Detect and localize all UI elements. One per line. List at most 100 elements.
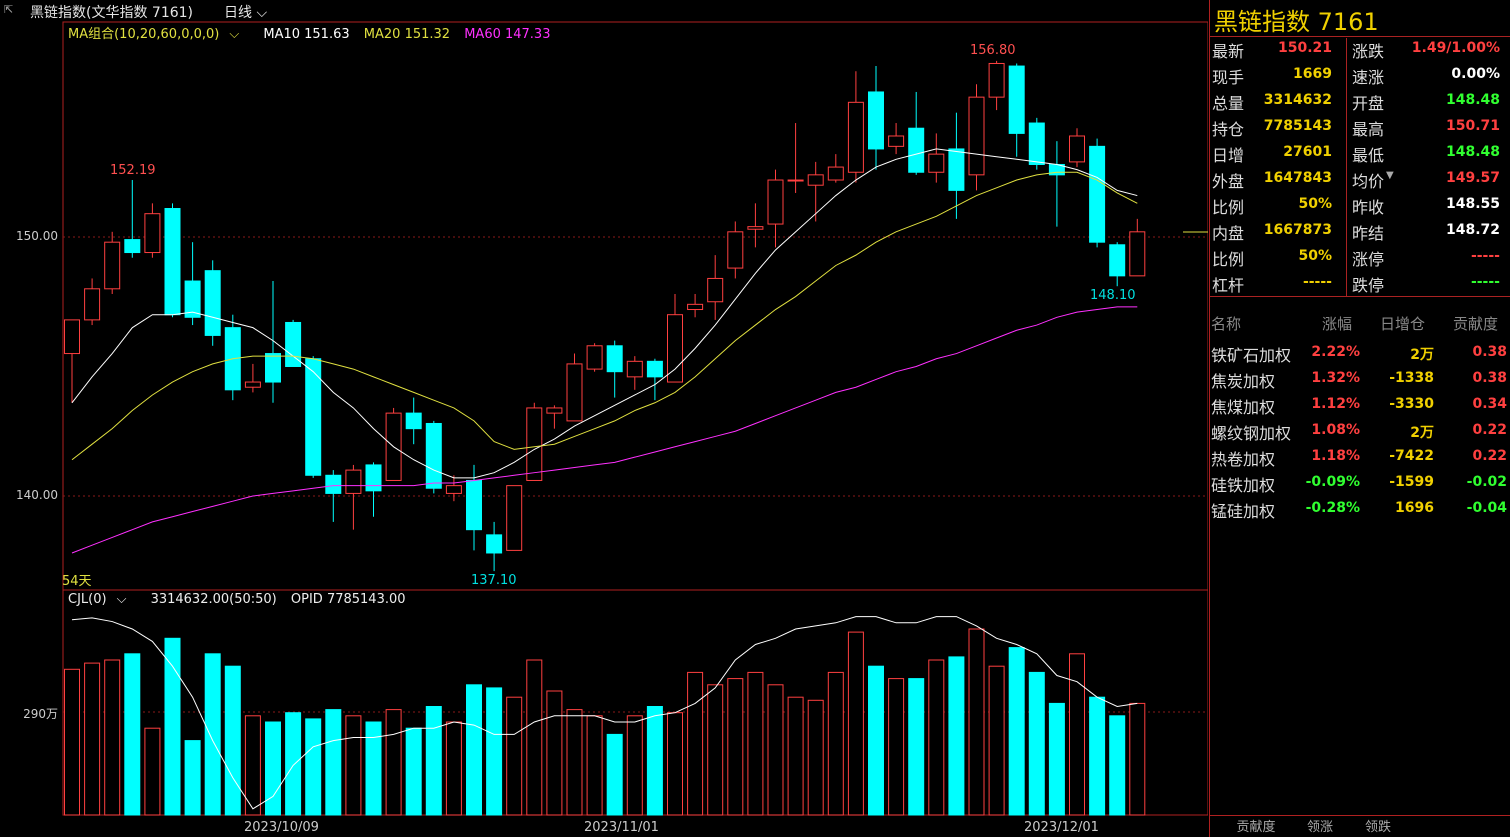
candle-body — [526, 407, 543, 481]
candle-body — [747, 226, 764, 230]
ma-legend: MA组合(10,20,60,0,0,0) ⌵ MA10 151.63 MA20 1… — [68, 23, 560, 42]
contrib-name[interactable]: 硅铁加权 — [1211, 476, 1276, 495]
volume-bar — [566, 709, 583, 816]
quote-right-value: 1.49/1.00% — [1411, 40, 1500, 56]
quote-left-value: 150.21 — [1277, 40, 1332, 56]
low-annotation-1: 137.10 — [471, 573, 517, 588]
volume-bar — [667, 712, 683, 816]
candle-body — [928, 153, 945, 173]
volume-bar — [646, 706, 663, 816]
volume-bar — [526, 659, 543, 816]
volume-bar — [787, 696, 804, 816]
quote-panel — [1209, 0, 1510, 837]
contrib-value: 0.22 — [1472, 448, 1507, 464]
candle-body — [767, 179, 784, 225]
contrib-name[interactable]: 螺纹钢加权 — [1211, 424, 1292, 443]
candle-body — [84, 288, 101, 321]
candle-body — [345, 469, 362, 494]
volume-bar — [747, 671, 764, 816]
quote-divider-top — [1209, 36, 1510, 37]
candle-body — [104, 241, 121, 290]
volume-bar — [707, 684, 724, 816]
tab-contribution[interactable]: 贡献度 — [1236, 820, 1276, 835]
candle-body — [988, 62, 1005, 98]
contrib-value: 1696 — [1395, 500, 1434, 516]
contrib-value: 1.12% — [1311, 396, 1360, 412]
quote-left-value: 3314632 — [1263, 92, 1332, 108]
tab-divider — [1209, 815, 1510, 816]
contrib-value: -0.28% — [1305, 500, 1360, 516]
days-label: 54天 — [62, 574, 92, 589]
ma-group-selector[interactable]: MA组合(10,20,60,0,0,0) ⌵ — [68, 27, 249, 42]
contrib-name[interactable]: 焦煤加权 — [1211, 398, 1276, 417]
ma60-label: MA60 147.33 — [464, 27, 551, 42]
expand-icon[interactable]: ⇱ — [4, 3, 14, 16]
quote-left-value: 7785143 — [1263, 118, 1332, 134]
high-annotation-2: 156.80 — [970, 43, 1016, 58]
candle-body — [405, 412, 422, 430]
contrib-name[interactable]: 铁矿石加权 — [1211, 346, 1292, 365]
candle-body — [124, 239, 141, 254]
quote-left-value: 1647843 — [1263, 170, 1332, 186]
ma60-line — [71, 306, 1138, 554]
candle-body — [787, 179, 804, 182]
ma20-label: MA20 151.32 — [363, 27, 451, 42]
volume-bar — [1129, 702, 1146, 816]
tab-leading-up[interactable]: 领涨 — [1306, 820, 1333, 835]
volume-bar — [908, 678, 925, 816]
volume-bar — [687, 671, 704, 816]
contrib-name[interactable]: 热卷加权 — [1211, 450, 1276, 469]
quote-right-label: 跌停 — [1352, 276, 1385, 295]
candle-body — [566, 363, 583, 422]
period-selector[interactable]: 日线 ⌵ — [224, 2, 267, 22]
volume-bar — [265, 721, 281, 816]
volume-bar — [606, 733, 623, 816]
quote-left-label: 比例 — [1212, 250, 1245, 269]
quote-left-label: 最新 — [1212, 42, 1245, 61]
volume-bar — [164, 637, 181, 816]
triangle-down-icon[interactable]: ▼ — [1386, 170, 1394, 181]
contrib-value: 1.32% — [1311, 370, 1360, 386]
kline-chart[interactable] — [0, 0, 1208, 837]
candle-body — [265, 353, 281, 383]
tab-leading-down[interactable]: 领跌 — [1364, 820, 1391, 835]
candle-body — [425, 422, 442, 489]
candle-body — [1008, 65, 1025, 134]
candle-body — [908, 127, 925, 173]
cjl-selector[interactable]: CJL(0) ⌵ — [68, 592, 136, 607]
contrib-header: 日增仓 — [1380, 315, 1426, 333]
volume-bar — [626, 715, 643, 816]
opid-values: OPID 7785143.00 — [290, 592, 406, 607]
date-label-3: 2023/12/01 — [1024, 820, 1099, 835]
volume-bar — [586, 715, 603, 816]
volume-bar — [847, 631, 864, 816]
chevron-down-icon: ⌵ — [252, 5, 268, 21]
candle-body — [325, 474, 342, 494]
volume-bar — [204, 653, 221, 816]
contrib-name[interactable]: 焦炭加权 — [1211, 372, 1276, 391]
candle-body — [285, 321, 302, 367]
quote-left-value: ----- — [1302, 274, 1332, 290]
contrib-value: 0.38 — [1472, 370, 1507, 386]
quote-right-value: 0.00% — [1451, 66, 1500, 82]
volume-bar — [445, 721, 462, 816]
volume-bar — [727, 678, 744, 816]
candle-body — [486, 534, 503, 554]
candle-body — [868, 91, 884, 150]
contrib-value: -0.02 — [1466, 474, 1507, 490]
contrib-name[interactable]: 锰硅加权 — [1211, 502, 1276, 521]
quote-left-value: 1667873 — [1263, 222, 1332, 238]
volume-bar — [184, 740, 201, 816]
volume-bar — [1069, 653, 1085, 816]
volume-bar — [124, 653, 141, 816]
quote-left-value: 27601 — [1283, 144, 1332, 160]
candle-body — [968, 96, 985, 176]
volume-bar — [1048, 702, 1065, 816]
ma10-line — [71, 148, 1138, 479]
quote-left-value: 1669 — [1293, 66, 1332, 82]
volume-bar — [928, 659, 945, 816]
candle-body — [365, 464, 382, 492]
contrib-value: -1599 — [1389, 474, 1434, 490]
volume-axis-label: 290万 — [23, 707, 58, 721]
candle-body — [626, 360, 643, 378]
